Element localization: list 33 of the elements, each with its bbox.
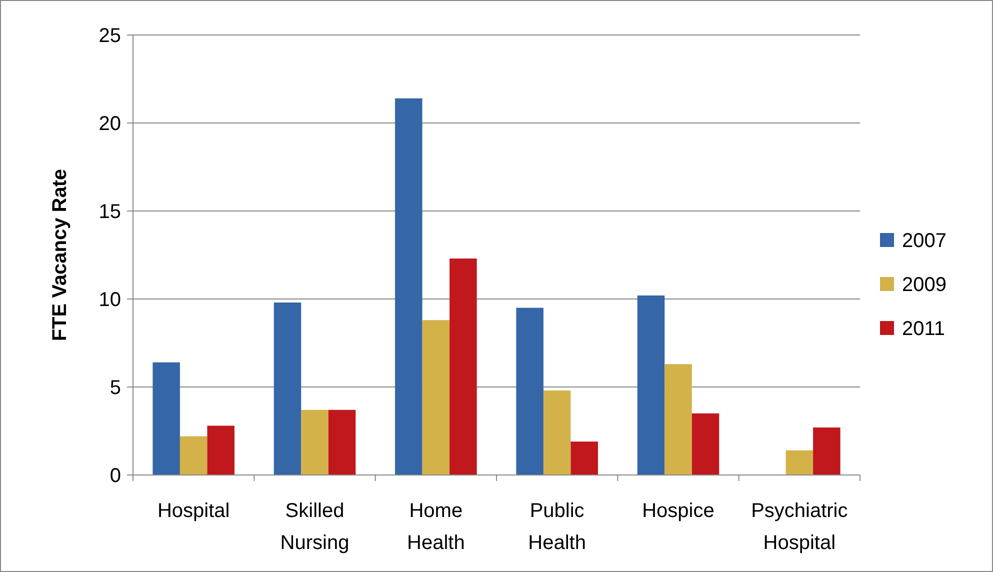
bar (328, 410, 356, 475)
bar (152, 362, 180, 475)
bar (664, 364, 692, 475)
bar (813, 427, 840, 475)
bar (422, 320, 450, 475)
bar (180, 436, 208, 475)
y-tick-label: 15 (98, 201, 121, 223)
x-tick-label: Skilled Nursing (280, 500, 350, 554)
legend-label: 2007 (902, 230, 946, 252)
x-tick-label: Psychiatric Hospital (751, 500, 848, 554)
y-tick-label: 10 (98, 289, 121, 311)
bar (395, 98, 422, 475)
bar (274, 302, 302, 475)
bar (692, 413, 720, 475)
bar (207, 426, 234, 475)
x-tick-label: Hospital (157, 500, 230, 522)
y-tick-label: 0 (110, 465, 121, 487)
legend-label: 2011 (902, 318, 946, 340)
y-tick-label: 5 (110, 377, 121, 399)
x-tick-label: Home Health (407, 500, 465, 554)
bar (637, 295, 665, 475)
x-tick-label: Hospice (642, 500, 714, 522)
bar (786, 450, 814, 475)
legend-label: 2009 (902, 274, 946, 296)
bar (450, 258, 477, 475)
bar (516, 308, 544, 475)
y-tick-label: 20 (98, 113, 121, 135)
y-tick-label: 25 (98, 25, 121, 47)
x-tick-label: Public Health (528, 500, 586, 554)
bar (570, 442, 598, 475)
bar (301, 410, 328, 475)
bar (543, 390, 571, 475)
y-axis-title: FTE Vacancy Rate (49, 168, 71, 342)
